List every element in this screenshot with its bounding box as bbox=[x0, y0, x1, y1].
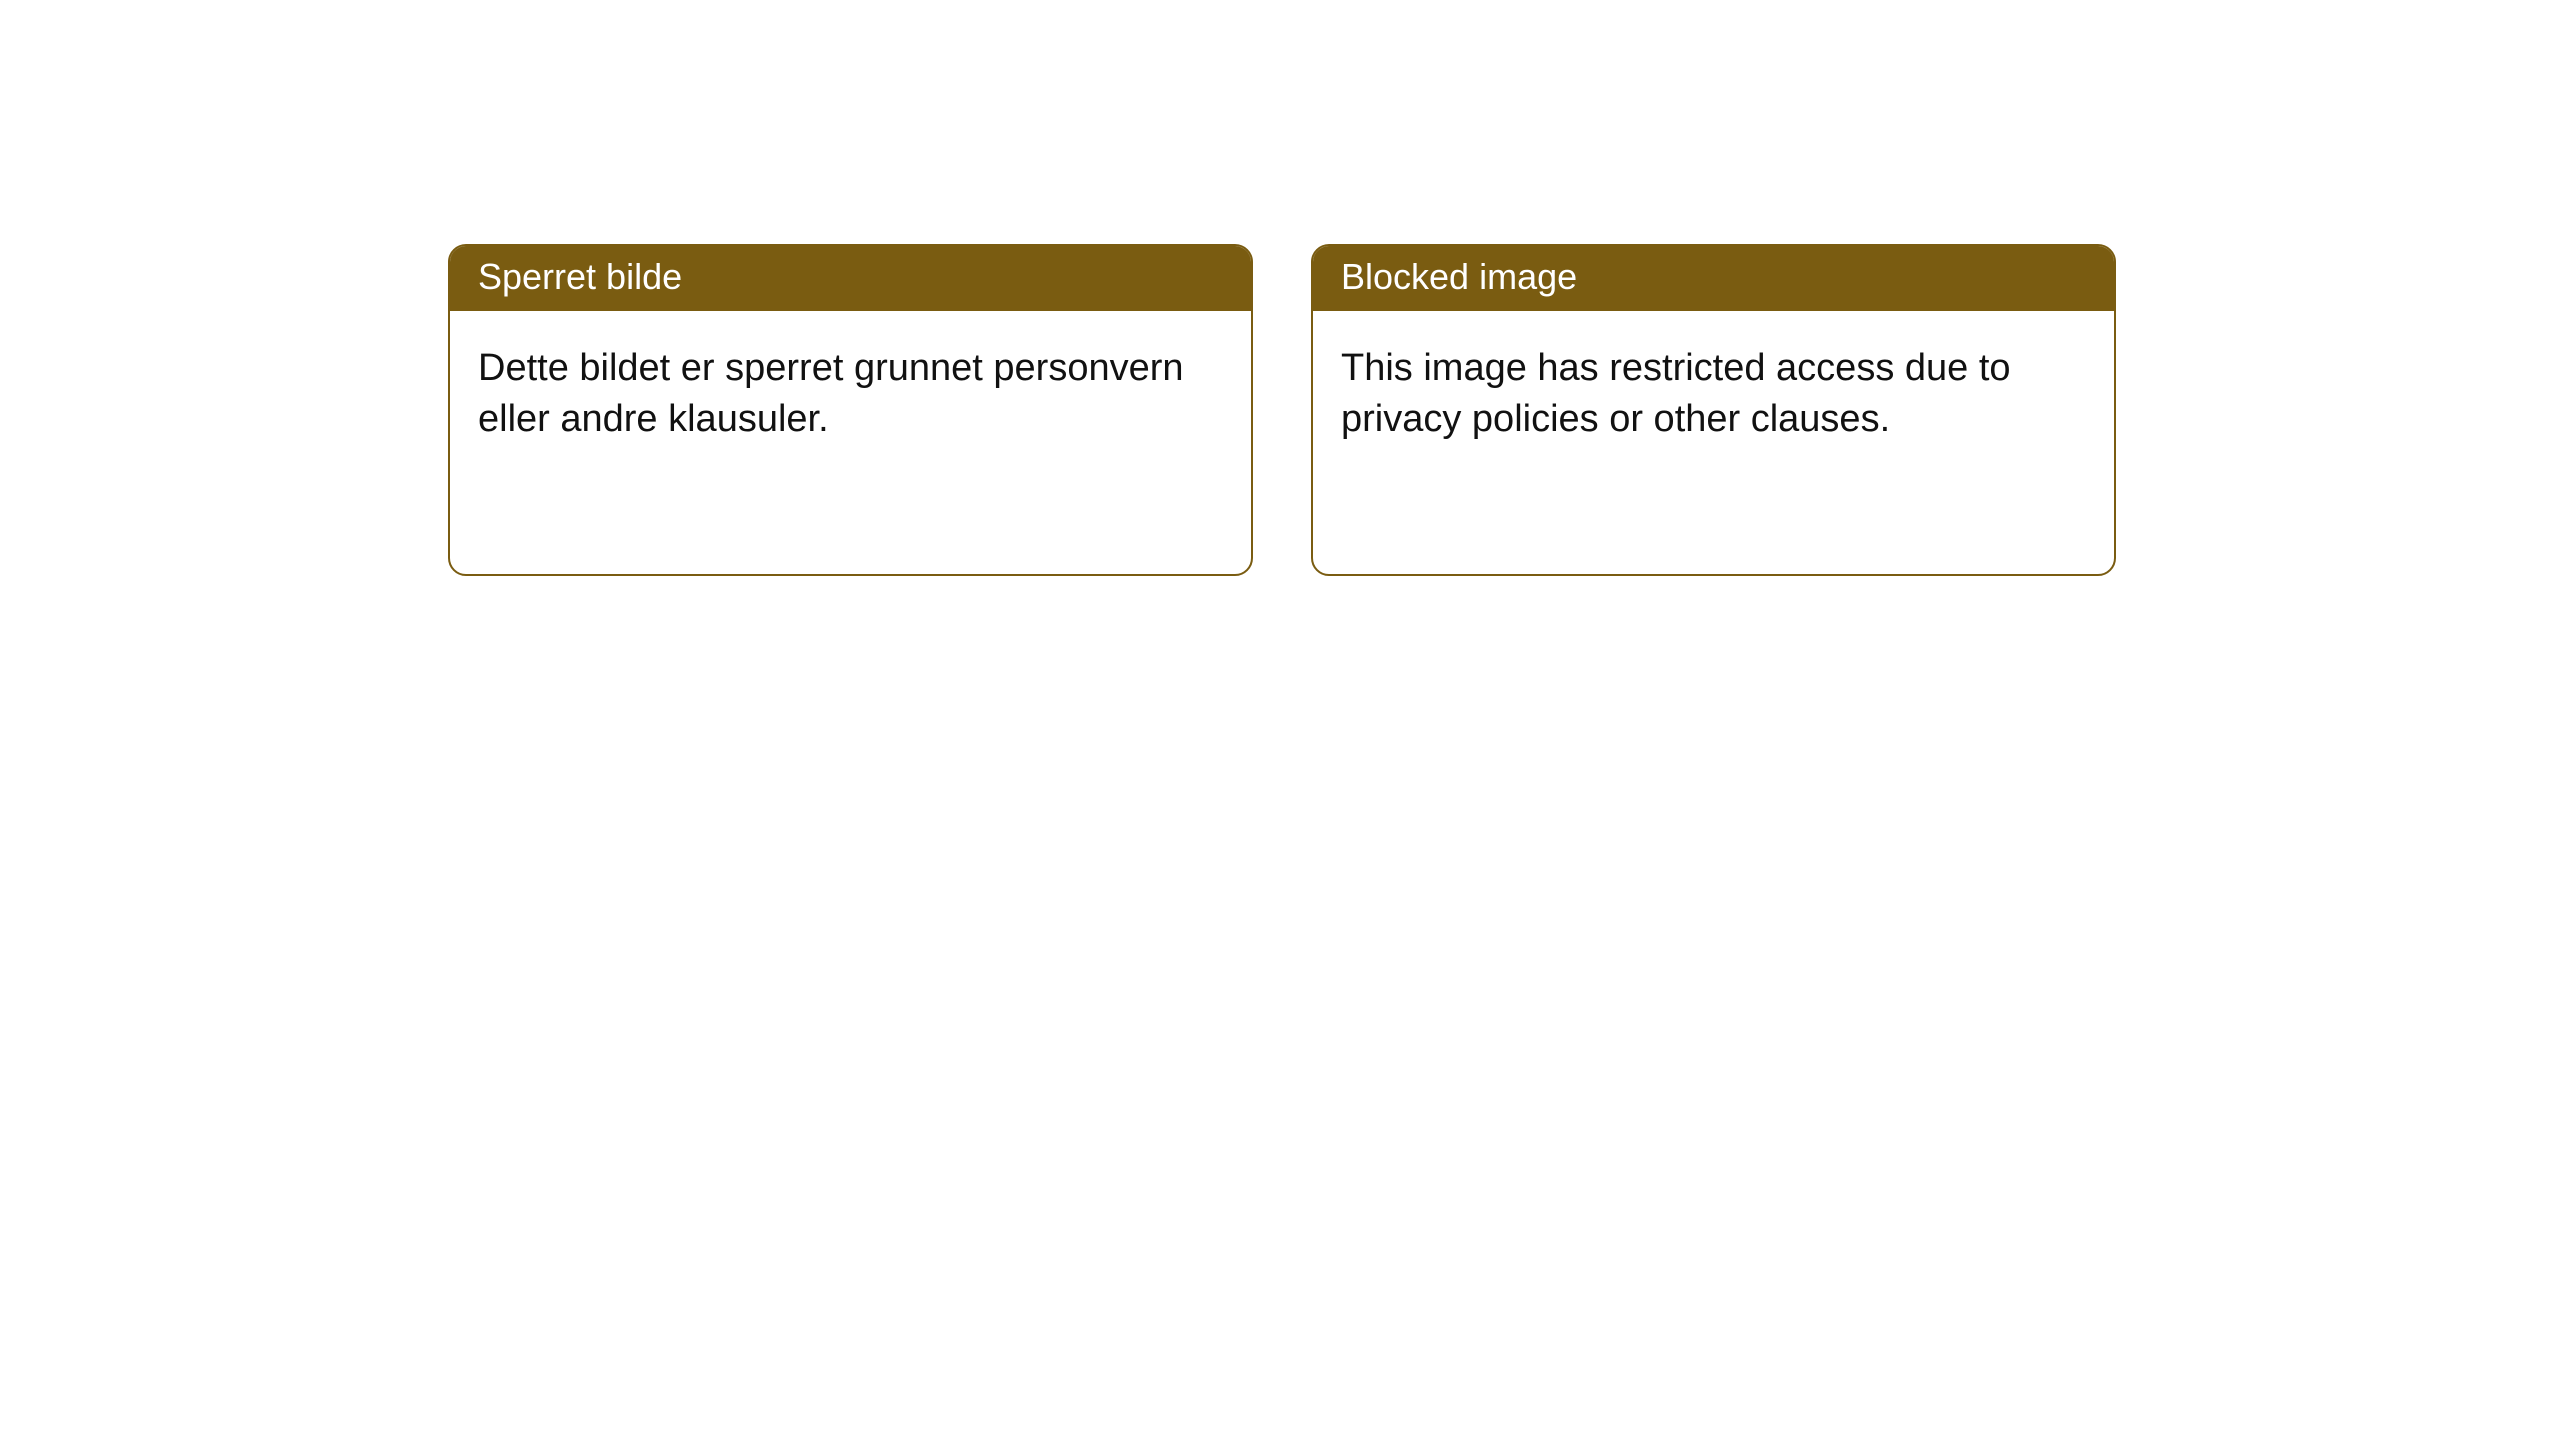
notice-header: Blocked image bbox=[1313, 246, 2114, 311]
notice-body: Dette bildet er sperret grunnet personve… bbox=[450, 311, 1251, 478]
notice-card-norwegian: Sperret bilde Dette bildet er sperret gr… bbox=[448, 244, 1253, 576]
notice-card-english: Blocked image This image has restricted … bbox=[1311, 244, 2116, 576]
notice-header: Sperret bilde bbox=[450, 246, 1251, 311]
notice-body: This image has restricted access due to … bbox=[1313, 311, 2114, 478]
notice-container: Sperret bilde Dette bildet er sperret gr… bbox=[0, 0, 2560, 576]
